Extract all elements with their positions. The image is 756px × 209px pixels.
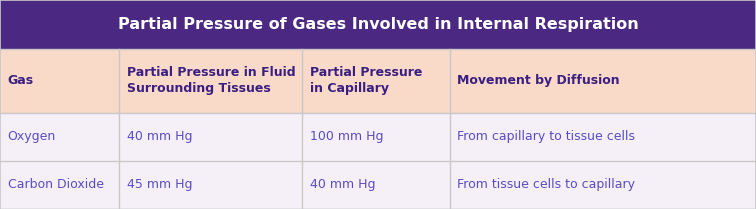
Bar	[0, 113, 756, 161]
Text: 45 mm Hg: 45 mm Hg	[127, 178, 193, 191]
Bar	[0, 161, 756, 209]
Text: From tissue cells to capillary: From tissue cells to capillary	[457, 178, 635, 191]
Text: Partial Pressure in Fluid
Surrounding Tissues: Partial Pressure in Fluid Surrounding Ti…	[127, 66, 296, 96]
Text: Carbon Dioxide: Carbon Dioxide	[8, 178, 104, 191]
Bar	[0, 49, 756, 113]
Text: Movement by Diffusion: Movement by Diffusion	[457, 74, 620, 88]
Text: 100 mm Hg: 100 mm Hg	[310, 130, 383, 143]
Text: From capillary to tissue cells: From capillary to tissue cells	[457, 130, 635, 143]
Text: Gas: Gas	[8, 74, 34, 88]
Text: 40 mm Hg: 40 mm Hg	[310, 178, 376, 191]
Text: 40 mm Hg: 40 mm Hg	[127, 130, 193, 143]
Text: Partial Pressure of Gases Involved in Internal Respiration: Partial Pressure of Gases Involved in In…	[118, 17, 638, 32]
Text: Partial Pressure
in Capillary: Partial Pressure in Capillary	[310, 66, 423, 96]
Text: Oxygen: Oxygen	[8, 130, 56, 143]
Bar	[0, 0, 756, 49]
